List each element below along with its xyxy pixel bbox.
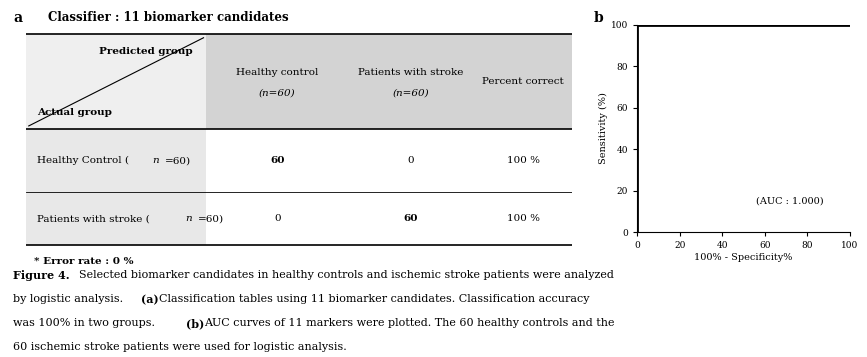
Text: (n=60): (n=60) <box>259 89 296 98</box>
Text: 100 %: 100 % <box>506 156 539 165</box>
Text: Patients with stroke: Patients with stroke <box>358 68 464 77</box>
Text: Selected biomarker candidates in healthy controls and ischemic stroke patients w: Selected biomarker candidates in healthy… <box>79 270 614 280</box>
Text: 60: 60 <box>404 214 419 223</box>
Text: n: n <box>153 156 160 165</box>
Text: Patients with stroke (: Patients with stroke ( <box>37 214 150 223</box>
Text: b: b <box>594 11 603 25</box>
Text: 0: 0 <box>407 156 414 165</box>
Text: 60: 60 <box>270 156 284 165</box>
Text: (AUC : 1.000): (AUC : 1.000) <box>756 196 824 206</box>
Text: Figure 4.: Figure 4. <box>13 270 69 281</box>
Bar <box>26 34 206 129</box>
Text: n: n <box>186 214 192 223</box>
Bar <box>26 129 206 192</box>
Text: =60): =60) <box>198 214 225 223</box>
Text: Predicted group: Predicted group <box>99 47 192 56</box>
Text: (n=60): (n=60) <box>393 89 429 98</box>
Text: by logistic analysis.: by logistic analysis. <box>13 294 127 304</box>
Text: Classifier : 11 biomarker candidates: Classifier : 11 biomarker candidates <box>48 11 289 24</box>
Text: * Error rate : 0 %: * Error rate : 0 % <box>34 257 134 266</box>
Text: (a): (a) <box>141 294 159 305</box>
Text: 100 %: 100 % <box>506 214 539 223</box>
Text: Classification tables using 11 biomarker candidates. Classification accuracy: Classification tables using 11 biomarker… <box>159 294 590 304</box>
Text: Healthy Control (: Healthy Control ( <box>37 156 129 165</box>
Text: Actual group: Actual group <box>37 108 112 117</box>
Bar <box>206 34 572 129</box>
X-axis label: 100% - Specificity%: 100% - Specificity% <box>694 253 792 262</box>
Text: was 100% in two groups.: was 100% in two groups. <box>13 318 159 328</box>
Text: 60 ischemic stroke patients were used for logistic analysis.: 60 ischemic stroke patients were used fo… <box>13 342 347 352</box>
Text: AUC curves of 11 markers were plotted. The 60 healthy controls and the: AUC curves of 11 markers were plotted. T… <box>204 318 614 328</box>
Text: Healthy control: Healthy control <box>236 68 318 77</box>
Bar <box>26 192 206 246</box>
Text: (b): (b) <box>186 318 205 329</box>
Y-axis label: Sensitivity (%): Sensitivity (%) <box>599 92 608 165</box>
Text: 0: 0 <box>274 214 281 223</box>
Text: =60): =60) <box>166 156 192 165</box>
Text: Percent correct: Percent correct <box>482 77 564 86</box>
Text: a: a <box>13 11 23 25</box>
